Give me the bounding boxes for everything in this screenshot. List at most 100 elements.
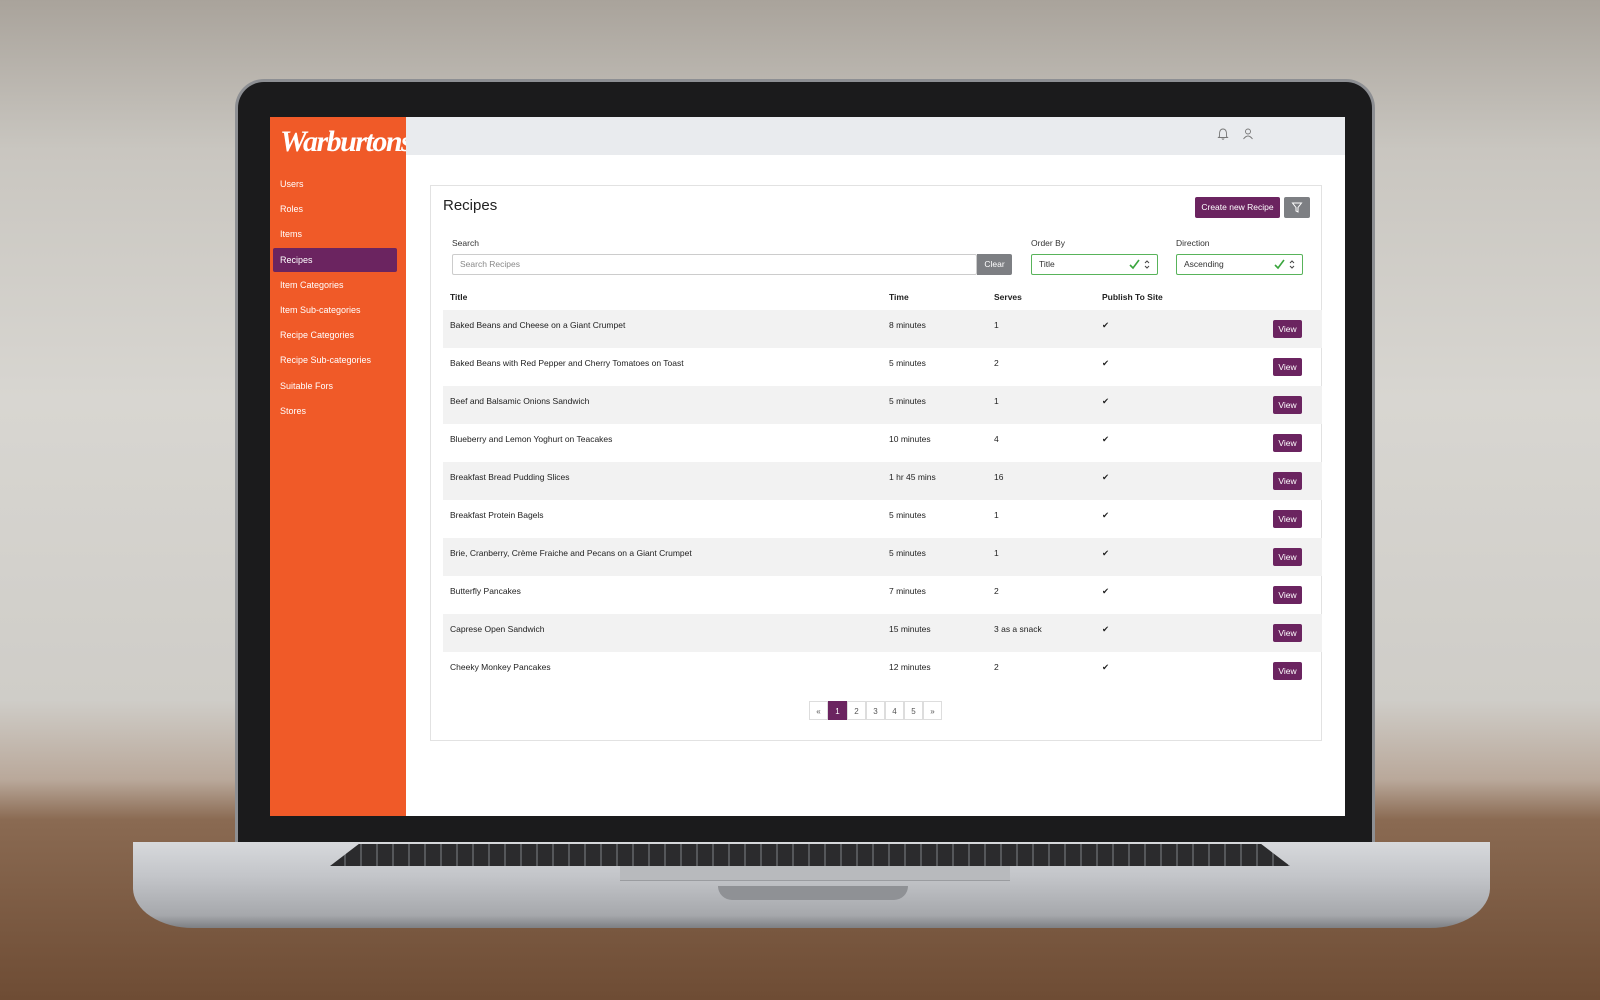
brand-logo[interactable]: Warburtons <box>280 125 413 158</box>
table-cell: 2 <box>994 586 999 596</box>
table-cell: ✔ <box>1102 586 1110 596</box>
table-row: Baked Beans and Cheese on a Giant Crumpe… <box>443 310 1322 348</box>
table-cell: Baked Beans and Cheese on a Giant Crumpe… <box>450 320 626 330</box>
view-button[interactable]: View <box>1273 434 1302 452</box>
filter-button[interactable] <box>1284 197 1310 218</box>
table-row: Caprese Open Sandwich 15 minutes 3 as a sn… <box>443 614 1322 652</box>
recipes-card: Recipes Create new Recipe Search Search … <box>430 185 1322 741</box>
column-header: Publish To Site <box>1102 292 1163 302</box>
nav-item[interactable]: Item Categories <box>280 279 344 290</box>
nav-item[interactable]: Recipe Categories <box>280 330 355 341</box>
table-cell: Breakfast Protein Bagels <box>450 510 544 520</box>
top-bar <box>406 117 1345 155</box>
view-button[interactable]: View <box>1273 396 1302 414</box>
table-cell: 5 minutes <box>889 510 926 520</box>
table-cell: 5 minutes <box>889 396 926 406</box>
pagination: «1 2 3 4 5» <box>431 186 1321 742</box>
table-cell: ✔ <box>1102 624 1110 634</box>
page-link[interactable]: 4 <box>885 701 904 720</box>
view-button[interactable]: View <box>1273 472 1302 490</box>
notification-icon[interactable] <box>1217 127 1229 141</box>
table-cell: 7 minutes <box>889 586 926 596</box>
table-row: Brie, Cranberry, Crème Fraiche and Pecan… <box>443 538 1322 576</box>
view-button[interactable]: View <box>1273 586 1302 604</box>
search-input[interactable]: Search Recipes <box>452 254 977 275</box>
table-cell: 2 <box>994 662 999 672</box>
sidebar: Warburtons Users Roles Items Recipes Item Ca… <box>270 117 413 816</box>
table-cell: 1 <box>994 510 999 520</box>
page-title: Recipes <box>443 197 498 214</box>
table-cell: Blueberry and Lemon Yoghurt on Teacakes <box>450 434 613 444</box>
table-row: Cheeky Monkey Pancakes 12 minutes 2 ✔ View <box>443 652 1322 690</box>
table-row: Beef and Balsamic Onions Sandwich 5 minut… <box>443 386 1322 424</box>
table-cell: 10 minutes <box>889 434 931 444</box>
table-cell: 4 <box>994 434 999 444</box>
create-button[interactable]: Create new Recipe <box>1195 197 1280 218</box>
table-cell: Baked Beans with Red Pepper and Cherry T… <box>450 358 684 368</box>
table-cell: 15 minutes <box>889 624 931 634</box>
screen: Warburtons Users Roles Items Recipes Item Ca… <box>270 117 1345 816</box>
user-icon[interactable] <box>1242 127 1254 141</box>
keyboard <box>330 844 1290 866</box>
column-header: Title <box>450 292 468 302</box>
view-button[interactable]: View <box>1273 510 1302 528</box>
order-by-select[interactable]: Title <box>1031 254 1158 275</box>
select-indicator <box>1129 259 1150 270</box>
page-link[interactable]: 5 <box>904 701 923 720</box>
direction-label: Direction <box>1176 238 1210 248</box>
table-row: Butterfly Pancakes 7 minutes 2 ✔ View <box>443 576 1322 614</box>
table-cell: ✔ <box>1102 548 1110 558</box>
page-next[interactable]: » <box>923 701 942 720</box>
table-cell: 16 <box>994 472 1004 482</box>
table-cell: 12 minutes <box>889 662 931 672</box>
view-button[interactable]: View <box>1273 662 1302 680</box>
nav-item[interactable]: Recipe Sub-categories <box>280 355 372 366</box>
table-cell: Brie, Cranberry, Crème Fraiche and Pecan… <box>450 548 692 558</box>
table-cell: Cheeky Monkey Pancakes <box>450 662 551 672</box>
recipes-table: Title Time Serves Publish To Site Baked Bean… <box>431 186 1322 742</box>
nav-item[interactable]: Item Sub-categories <box>280 305 361 315</box>
nav-item[interactable]: Roles <box>280 204 304 215</box>
table-cell: 2 <box>994 358 999 368</box>
table-cell: ✔ <box>1102 662 1110 672</box>
table-cell: 1 <box>994 320 999 330</box>
table-row: Breakfast Bread Pudding Slices 1 hr 45 mi… <box>443 462 1322 500</box>
table-cell: Caprese Open Sandwich <box>450 624 545 634</box>
select-indicator <box>1274 259 1295 270</box>
view-button[interactable]: View <box>1273 624 1302 642</box>
table-row: Breakfast Protein Bagels 5 minutes 1 ✔ View <box>443 500 1322 538</box>
lid-notch <box>718 886 908 900</box>
page-link[interactable]: 2 <box>847 701 866 720</box>
clear-button[interactable]: Clear <box>977 254 1012 275</box>
nav-item[interactable]: Items <box>280 229 303 240</box>
table-cell: ✔ <box>1102 320 1110 330</box>
nav-item[interactable]: Users <box>280 179 304 189</box>
nav-item[interactable]: Suitable Fors <box>280 380 334 391</box>
order-by-label: Order By <box>1031 238 1066 248</box>
column-header: Time <box>889 292 909 302</box>
table-cell: 1 <box>994 548 999 558</box>
table-cell: ✔ <box>1102 396 1110 406</box>
trackpad-edge <box>620 866 1010 881</box>
page-link[interactable]: 3 <box>866 701 885 720</box>
table-cell: Butterfly Pancakes <box>450 586 521 596</box>
view-button[interactable]: View <box>1273 548 1302 566</box>
table-cell: ✔ <box>1102 434 1110 444</box>
table-cell: Breakfast Bread Pudding Slices <box>450 472 570 482</box>
table-row: Blueberry and Lemon Yoghurt on Teacakes 1… <box>443 424 1322 462</box>
table-row: Baked Beans with Red Pepper and Cherry T… <box>443 348 1322 386</box>
view-button[interactable]: View <box>1273 320 1302 338</box>
view-button[interactable]: View <box>1273 358 1302 376</box>
table-cell: 5 minutes <box>889 358 926 368</box>
page-link[interactable]: 1 <box>828 701 847 720</box>
search-label: Search <box>452 238 479 248</box>
nav-item[interactable]: Stores <box>280 405 307 416</box>
table-cell: ✔ <box>1102 472 1110 482</box>
table-cell: 1 hr 45 mins <box>889 472 936 482</box>
table-cell: 5 minutes <box>889 548 926 558</box>
table-cell: 3 as a snack <box>994 624 1042 634</box>
direction-select[interactable]: Ascending <box>1176 254 1303 275</box>
table-cell: Beef and Balsamic Onions Sandwich <box>450 396 590 406</box>
nav-item[interactable]: Recipes <box>273 247 397 272</box>
page-prev[interactable]: « <box>809 701 828 720</box>
